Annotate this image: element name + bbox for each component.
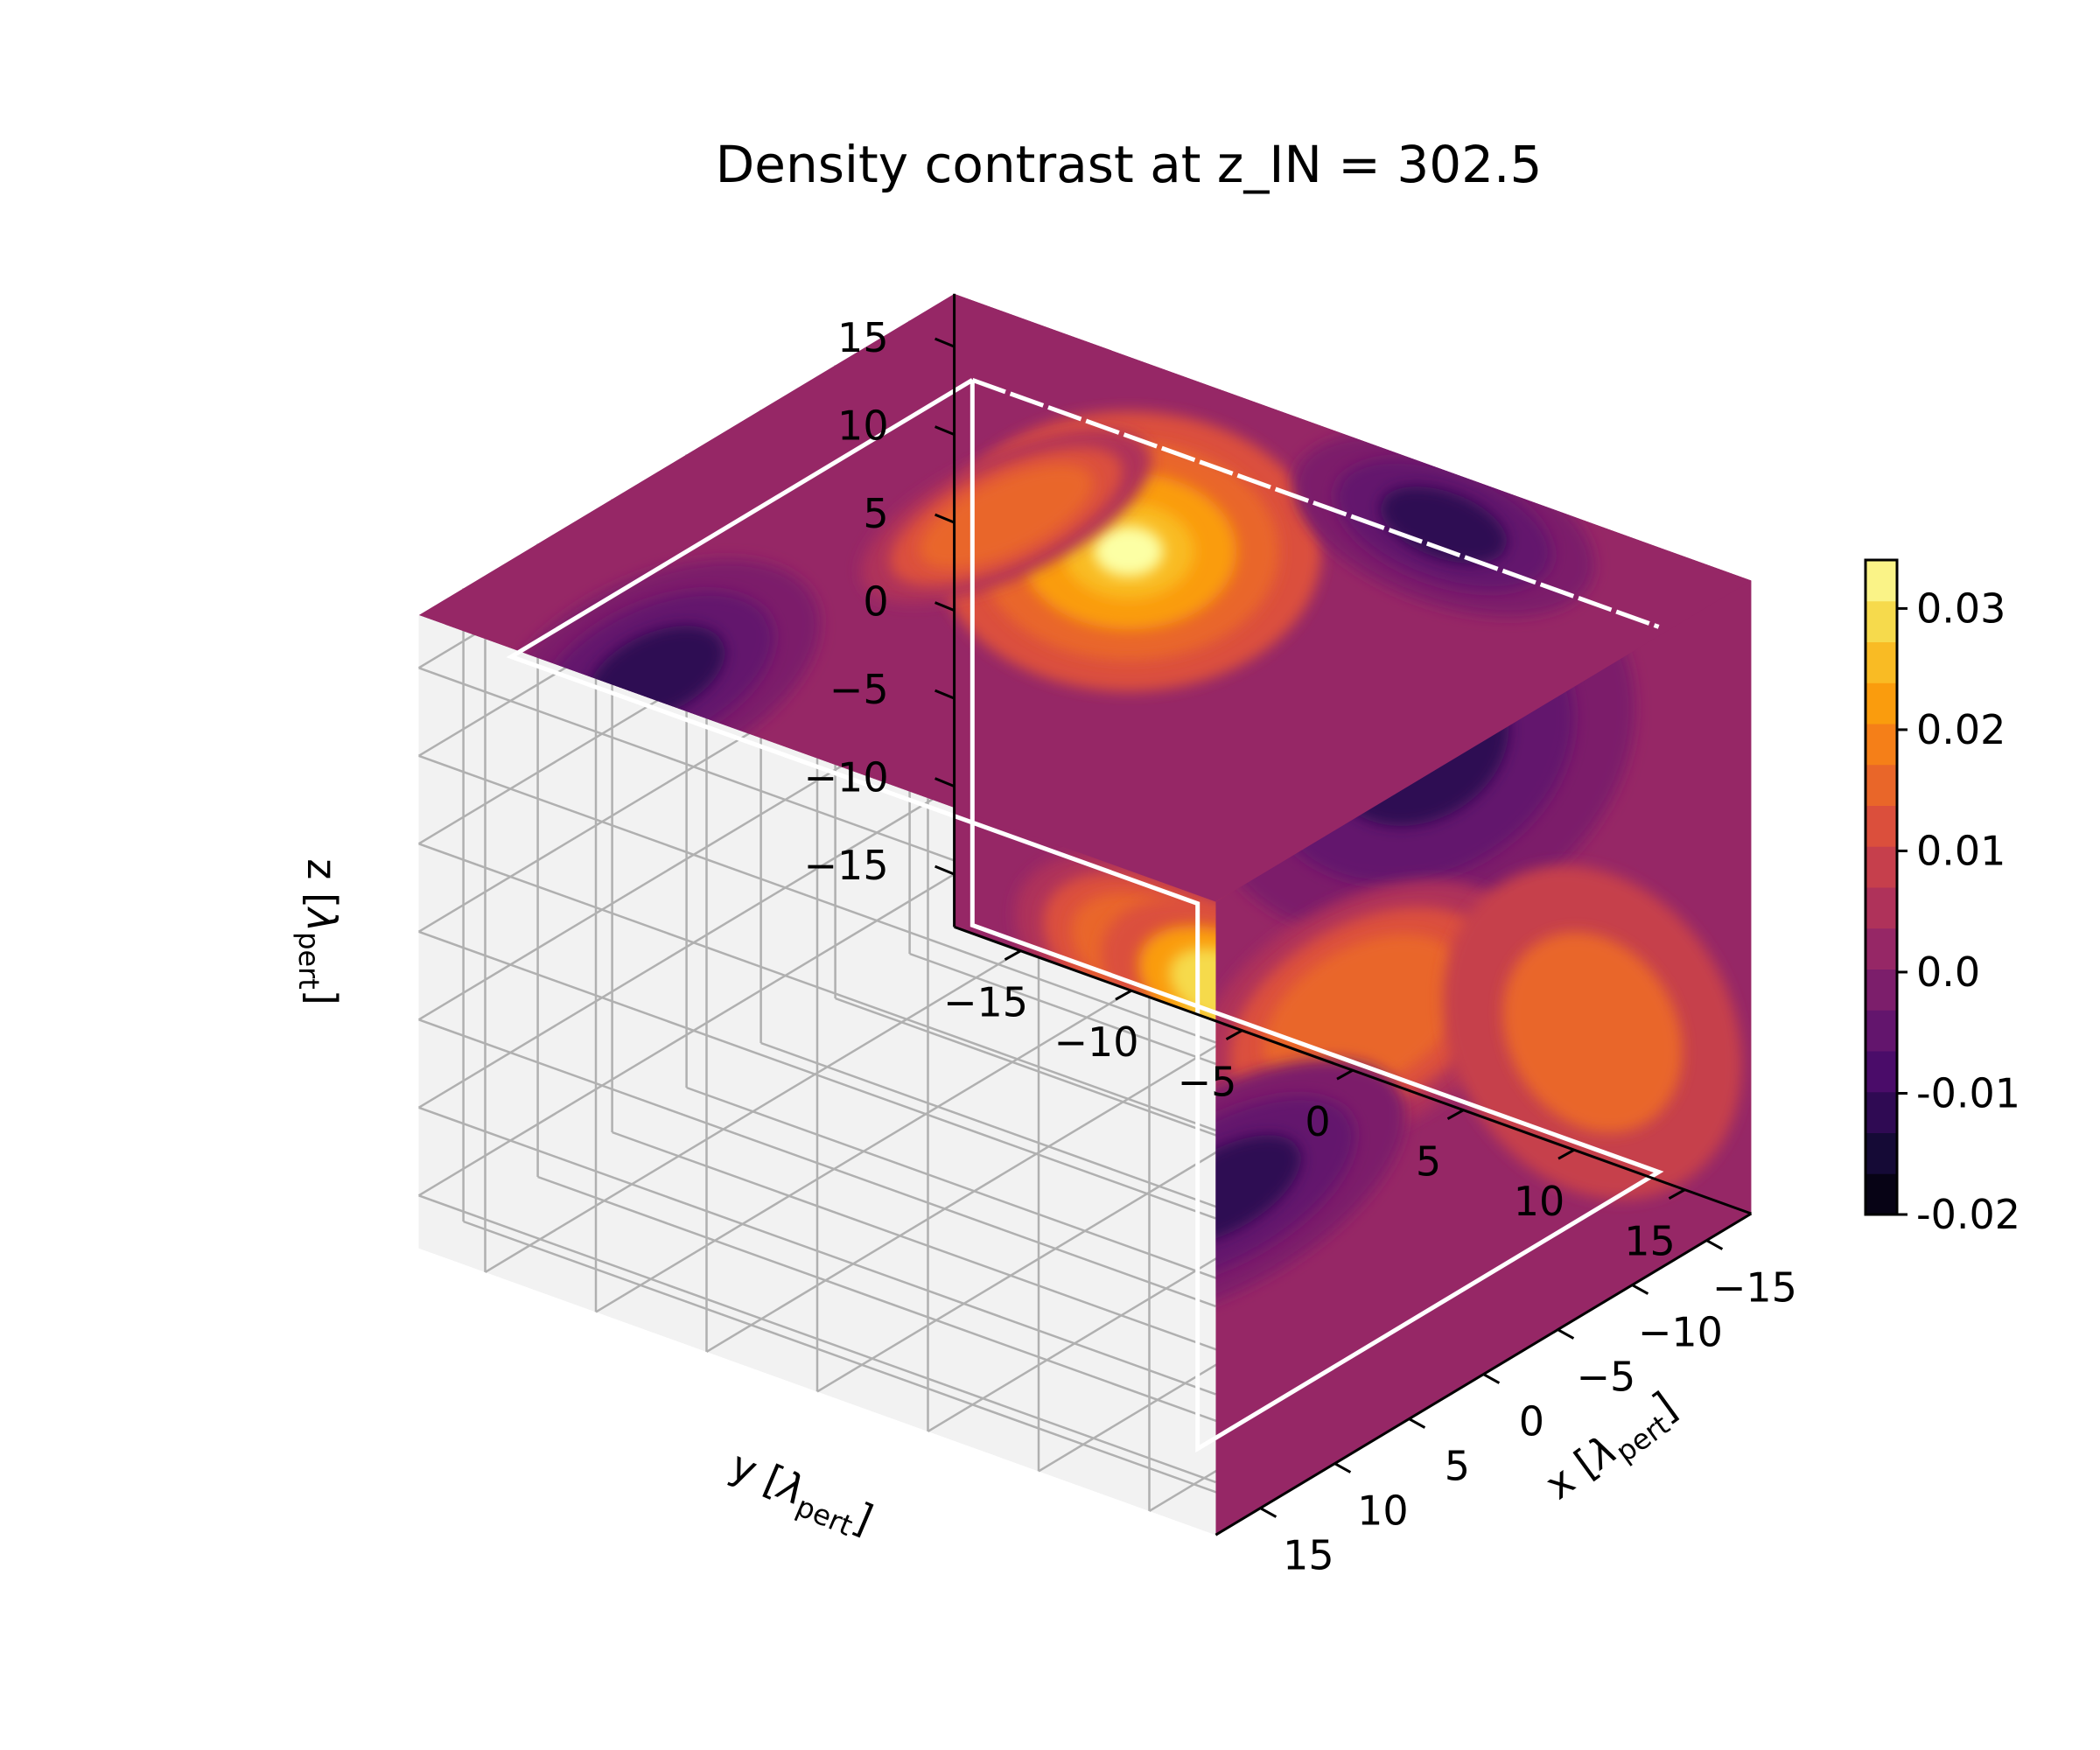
z-tick-label: 0 [863, 578, 888, 626]
contour-band [1502, 932, 1683, 1133]
colorbar-band [1866, 805, 1897, 847]
z-tick-label: −15 [804, 842, 889, 889]
box-outline [506, 378, 1664, 1453]
chart-title: Density contrast at z_IN = 302.5 [716, 135, 1543, 194]
z-tick [934, 337, 956, 348]
x-axis-label: x [λpert] [1536, 1382, 1689, 1514]
box-overlay [506, 377, 1664, 1453]
y-tick-label: 0 [1305, 1098, 1330, 1145]
y-tick [1004, 949, 1022, 962]
y-tick-label: 10 [1514, 1178, 1565, 1225]
z-tick-label: 5 [863, 490, 888, 537]
contour-band [1094, 526, 1164, 577]
grid-line [537, 1175, 1335, 1465]
colorbar-band [1866, 560, 1897, 602]
colorbar-band [1866, 1091, 1897, 1133]
z-tick [934, 864, 956, 876]
colorbar-band [1866, 764, 1897, 806]
grid-line [418, 843, 1216, 1132]
colorbar: -0.02 -0.01 0.0 0.01 0.02 0.03 [1864, 558, 2020, 1238]
colorbar-band [1866, 928, 1897, 970]
axes: −15−10−5051015−15−10−5051015−15−10−50510… [804, 293, 1797, 1579]
colorbar-frame [1864, 558, 1899, 1216]
x-tick-label: −10 [1638, 1309, 1723, 1356]
colorbar-band [1866, 1132, 1897, 1174]
x-tick [1408, 1418, 1426, 1429]
z-axis-label: z [λpert] [292, 858, 346, 1005]
contour-band [919, 464, 1094, 569]
y-tick [1336, 1068, 1354, 1081]
colorbar-band [1866, 969, 1897, 1011]
colorbar-tick-label: -0.01 [1916, 1069, 2020, 1116]
colorbar-band [1866, 1010, 1897, 1052]
z-tick-label: 10 [837, 402, 889, 450]
x-tick [1557, 1328, 1575, 1340]
colorbar-tick-label: 0.0 [1916, 948, 1980, 996]
box-outline [971, 377, 1660, 629]
z-tick [934, 601, 956, 612]
x-tick-label: 15 [1283, 1532, 1334, 1579]
z-tick-label: −5 [830, 666, 889, 713]
z-tick [934, 689, 956, 700]
y-tick-label: −10 [1054, 1018, 1138, 1066]
y-tick-label: 15 [1624, 1218, 1676, 1265]
y-tick [1668, 1188, 1686, 1200]
grid-line [418, 754, 1216, 1044]
x-tick-label: 0 [1519, 1398, 1544, 1446]
colorbar-tick-label: 0.03 [1916, 584, 2006, 632]
y-axis-label: y [λpert] [721, 1441, 879, 1549]
z-tick-label: −10 [804, 754, 889, 802]
colorbar-band [1866, 887, 1897, 929]
x-tick-label: 5 [1445, 1443, 1470, 1490]
y-tick-label: −5 [1178, 1059, 1237, 1106]
z-tick-label: 15 [837, 314, 889, 361]
y-tick-label: −15 [943, 979, 1028, 1026]
colorbar-tick-label: -0.02 [1916, 1191, 2020, 1238]
contour-band [1380, 486, 1508, 564]
contour-band [1215, 1135, 1301, 1245]
colorbar-band [1866, 1051, 1897, 1093]
colorbar-tick-label: 0.01 [1916, 827, 2006, 874]
x-tick [1482, 1373, 1501, 1384]
z-tick [934, 425, 956, 436]
y-tick [1225, 1029, 1243, 1041]
y-tick [1558, 1148, 1575, 1160]
colorbar-band [1866, 724, 1897, 766]
y-tick [1446, 1109, 1465, 1121]
colorbar-band [1866, 1173, 1897, 1215]
x-tick [1259, 1507, 1278, 1518]
x-tick [1334, 1462, 1352, 1474]
y-tick-label: 5 [1416, 1138, 1441, 1186]
z-tick [934, 513, 956, 524]
y-tick [1115, 989, 1132, 1001]
z-tick [934, 777, 956, 788]
colorbar-band [1866, 641, 1897, 683]
grid-line [418, 930, 1216, 1220]
x-tick-label: 10 [1357, 1488, 1409, 1535]
x-tick-label: −5 [1576, 1354, 1635, 1401]
colorbar-band [1866, 600, 1897, 642]
grid-line [463, 1220, 1261, 1509]
x-tick-label: −15 [1712, 1264, 1797, 1312]
x-tick [1705, 1239, 1724, 1250]
colorbar-band [1866, 682, 1897, 724]
colorbar-band [1866, 846, 1897, 888]
x-tick [1631, 1284, 1649, 1295]
colorbar-tick-label: 0.02 [1916, 706, 2006, 753]
